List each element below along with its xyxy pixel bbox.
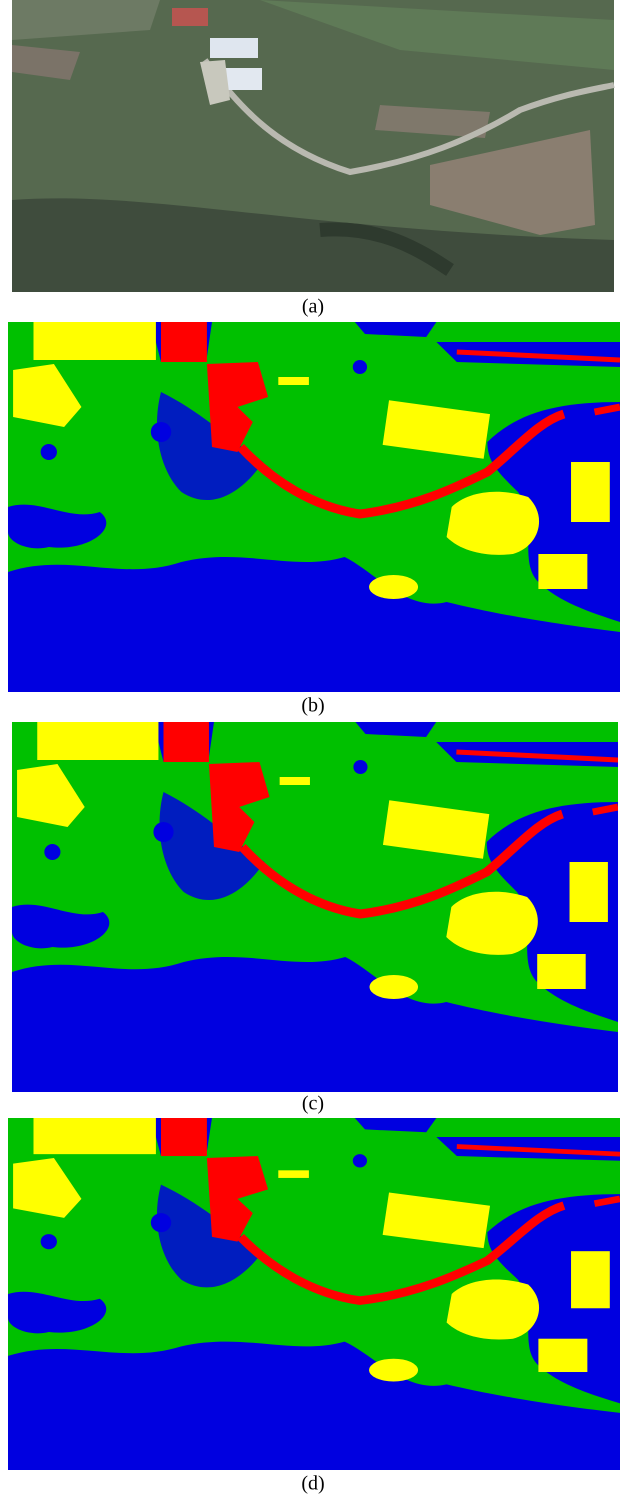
aerial-image [12, 0, 615, 292]
panel-label: (d) [301, 1473, 324, 1495]
panel-label: (a) [302, 296, 324, 318]
panel-label: (c) [302, 1093, 324, 1115]
classification-map [8, 1118, 620, 1470]
classification-map [12, 722, 618, 1092]
classification-map [8, 322, 620, 692]
panel-label: (b) [301, 695, 324, 717]
